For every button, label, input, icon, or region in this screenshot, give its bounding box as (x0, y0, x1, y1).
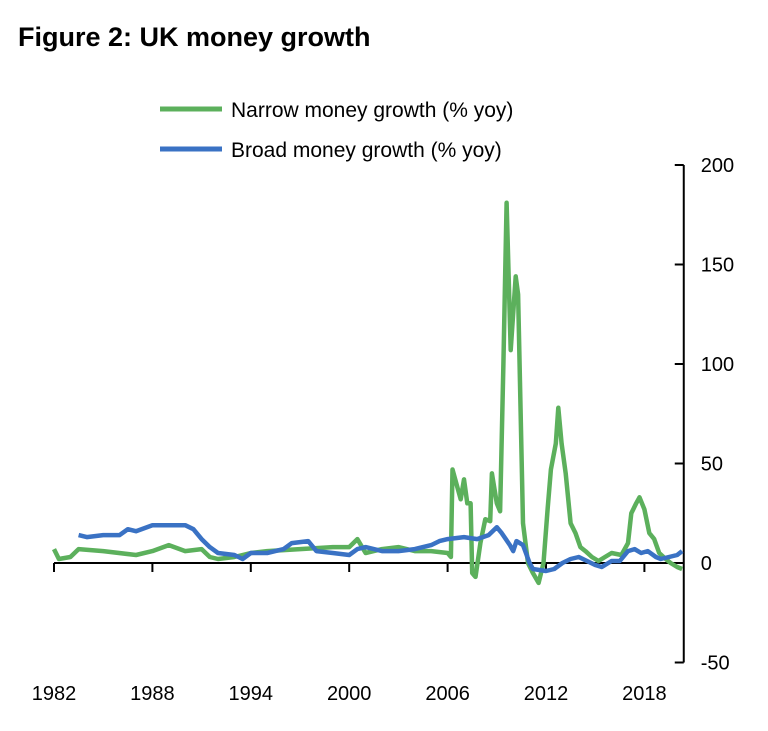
x-tick-label: 2018 (622, 683, 667, 705)
y-tick-label: 50 (701, 454, 723, 476)
series-line-broad-money (78, 522, 684, 574)
legend-label-broad: Broad money growth (% yoy) (231, 139, 502, 162)
y-tick-label: 0 (701, 553, 712, 575)
y-tick-label: -50 (701, 653, 730, 675)
y-tick-label: 100 (701, 354, 734, 376)
legend-label-narrow: Narrow money growth (% yoy) (231, 99, 513, 122)
x-tick-label: 1988 (130, 683, 175, 705)
x-tick-label: 2000 (327, 683, 372, 705)
axes: 1982 1988 1994 2000 2006 2012 2018 200 150 100 50 0… (32, 155, 734, 705)
legend: Narrow money growth (% yoy) Broad money … (160, 99, 513, 162)
y-tick-label: 150 (701, 255, 734, 277)
chart-title: Figure 2: UK money growth (18, 22, 371, 52)
x-tick-label: 1982 (32, 683, 77, 705)
x-tick-label: 2012 (524, 683, 569, 705)
x-tick-label: 1994 (229, 683, 274, 705)
x-tick-label: 2006 (425, 683, 470, 705)
series-group (51, 200, 684, 586)
y-tick-label: 200 (701, 155, 734, 177)
